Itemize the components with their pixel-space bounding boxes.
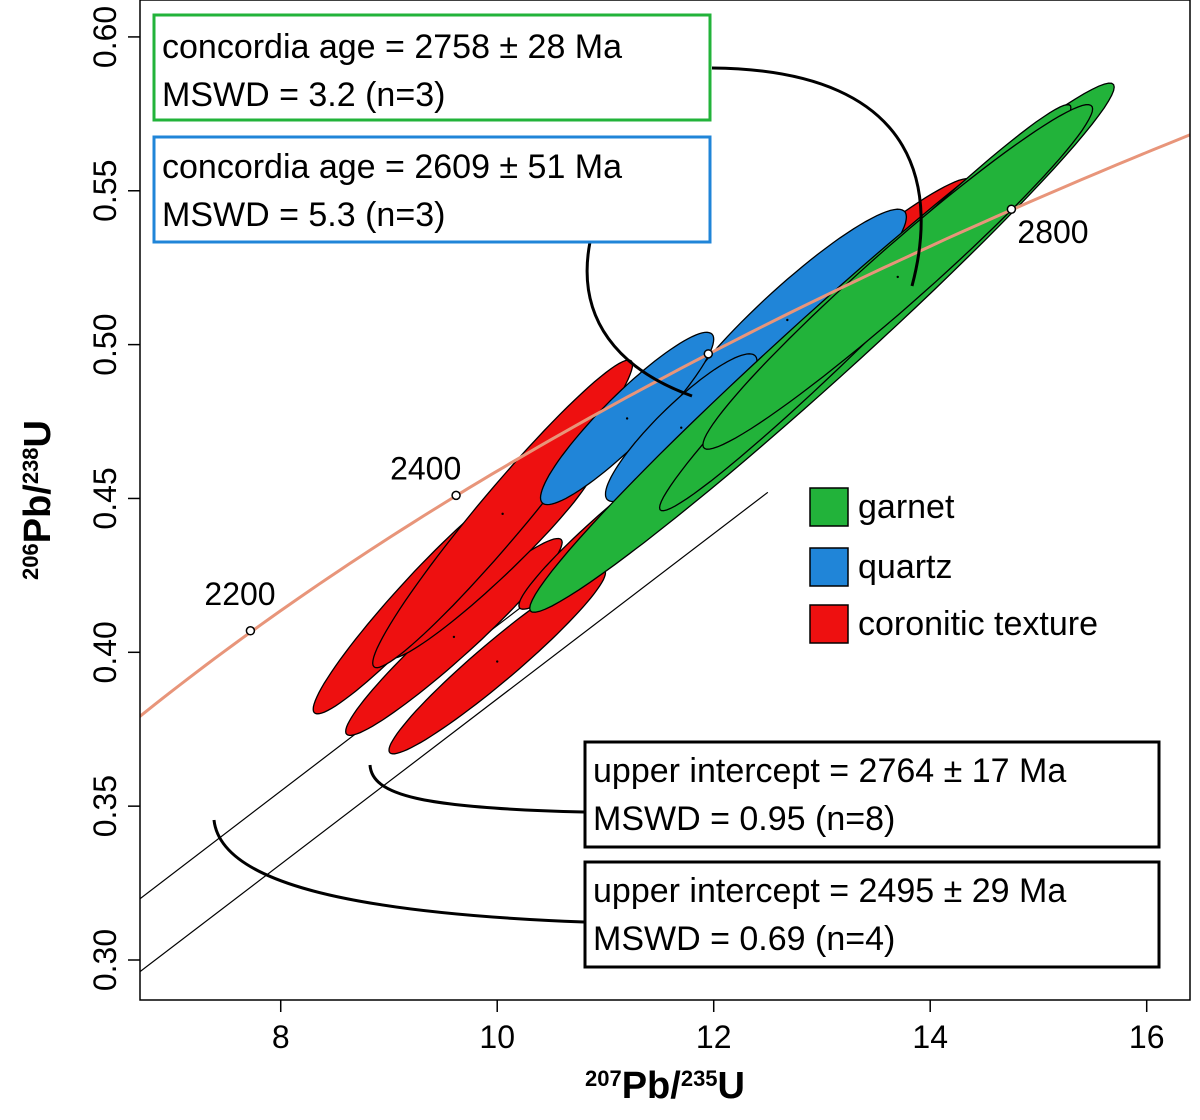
annotation-connector [212, 819, 585, 924]
legend-swatch-quartz [809, 547, 849, 587]
upper-intercept-1-line1: upper intercept = 2764 ± 17 Ma [593, 752, 1066, 790]
annotation-connector [711, 66, 923, 287]
x-axis-ticks: 8 10 12 14 16 [272, 1000, 1165, 1055]
garnet-age-box: concordia age = 2758 ± 28 Ma MSWD = 3.2 … [152, 13, 712, 122]
coronitic-centroid [452, 635, 456, 639]
legend-swatch-garnet [809, 487, 849, 527]
concordia-age-marker [245, 626, 256, 636]
annotation-connector [585, 241, 693, 398]
quartz-centroid [680, 426, 683, 429]
concordia-curve [140, 133, 1190, 719]
upper-intercept-1-line2: MSWD = 0.95 (n=8) [593, 800, 895, 838]
legend-swatch-coronitic [809, 604, 849, 644]
x-axis-title: 207Pb/235U [585, 1065, 745, 1107]
concordia-curve-layer [140, 133, 1190, 719]
upper-intercept-2-line1: upper intercept = 2495 ± 29 Ma [593, 872, 1066, 910]
x-tick-label: 12 [696, 1019, 732, 1055]
x-tick-label: 16 [1129, 1019, 1165, 1055]
legend-label-quartz: quartz [858, 548, 953, 586]
quartz-centroid [625, 417, 629, 420]
x-tick-label: 10 [479, 1019, 515, 1055]
garnet-age-line1: concordia age = 2758 ± 28 Ma [162, 28, 622, 66]
y-tick-label: 0.45 [87, 467, 123, 529]
legend-label-garnet: garnet [858, 488, 955, 526]
discordia-line [140, 491, 769, 973]
y-tick-label: 0.55 [87, 160, 123, 222]
upper-intercept-2-line2: MSWD = 0.69 (n=4) [593, 920, 895, 958]
concordia-age-marker [451, 490, 461, 501]
quartz-age-line1: concordia age = 2609 ± 51 Ma [162, 148, 622, 186]
quartz-age-box-frame [152, 135, 712, 244]
error-ellipses [312, 82, 1115, 755]
y-tick-label: 0.60 [87, 6, 123, 68]
upper-intercept-box-2: upper intercept = 2495 ± 29 Ma MSWD = 0.… [583, 860, 1161, 969]
plot-frame [139, 0, 1191, 1001]
quartz-age-line2: MSWD = 5.3 (n=3) [162, 196, 445, 234]
legend: garnet quartz coronitic texture [809, 487, 1098, 644]
y-tick-label: 0.30 [87, 929, 123, 991]
annotation-connector [368, 764, 585, 814]
garnet-centroid [896, 275, 899, 279]
quartz-age-box: concordia age = 2609 ± 51 Ma MSWD = 5.3 … [152, 135, 712, 244]
y-tick-label: 0.50 [87, 313, 123, 375]
concordia-age-label: 2200 [204, 576, 275, 612]
y-tick-label: 0.35 [87, 775, 123, 837]
garnet-age-box-frame [152, 13, 712, 122]
concordia-age-label: 2800 [1017, 214, 1088, 250]
x-tick-label: 8 [272, 1019, 290, 1055]
upper-intercept-box-1: upper intercept = 2764 ± 17 Ma MSWD = 0.… [583, 740, 1161, 849]
concordia-age-marker [703, 349, 714, 359]
concordia-age-marker [1006, 204, 1017, 214]
coronitic-centroid [496, 660, 499, 663]
upper-intercept-box-1-frame [583, 740, 1161, 849]
y-tick-label: 0.40 [87, 621, 123, 683]
annotation-connectors: 2200 2400 2800 [204, 66, 1089, 924]
concordia-age-label: 2400 [390, 450, 461, 486]
y-axis-title: 206Pb/238U [17, 420, 59, 580]
plot-content [140, 82, 1190, 973]
garnet-age-line2: MSWD = 3.2 (n=3) [162, 76, 445, 114]
quartz-centroid [786, 318, 789, 322]
coronitic-centroid [501, 512, 504, 516]
legend-label-coronitic: coronitic texture [858, 605, 1098, 643]
x-tick-label: 14 [912, 1019, 948, 1055]
upper-intercept-box-2-frame [583, 860, 1161, 969]
y-axis-ticks: 0.30 0.35 0.40 0.45 0.50 0.55 0.60 [87, 6, 140, 991]
